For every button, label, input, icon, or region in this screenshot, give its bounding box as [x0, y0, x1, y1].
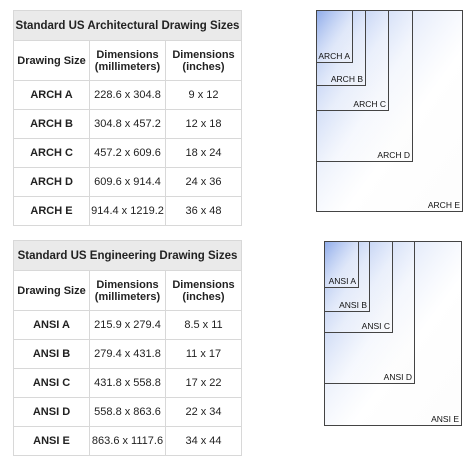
- paper-outline: [316, 10, 353, 63]
- header-row: Drawing Size Dimensions (millimeters) Dime…: [13, 270, 242, 311]
- size-label: ARCH B: [331, 74, 363, 84]
- table: Standard US Architectural Drawing Sizes D…: [13, 10, 242, 226]
- table-cell: 304.8 x 457.2: [89, 109, 166, 139]
- table-row: ARCH C 457.2 x 609.6 18 x 24: [13, 138, 242, 168]
- size-label: ANSI C: [362, 321, 390, 331]
- size-label: ARCH A: [318, 51, 350, 61]
- table-cell: ANSI A: [13, 310, 90, 340]
- table-row: ANSI D 558.8 x 863.6 22 x 34: [13, 397, 242, 427]
- table-cell: 34 x 44: [165, 426, 242, 456]
- table: Standard US Engineering Drawing Sizes Dra…: [13, 240, 242, 456]
- table-row: ARCH A 228.6 x 304.8 9 x 12: [13, 80, 242, 110]
- table-cell: 609.6 x 914.4: [89, 167, 166, 197]
- size-label: ANSI B: [339, 300, 367, 310]
- diagram: ARCH E ARCH D ARCH C ARCH B ARCH A: [316, 10, 463, 212]
- size-label: ANSI D: [384, 372, 412, 382]
- table-cell: 11 x 17: [165, 339, 242, 369]
- table-row: ANSI B 279.4 x 431.8 11 x 17: [13, 339, 242, 369]
- title-row: Standard US Architectural Drawing Sizes: [13, 10, 242, 41]
- header-row: Drawing Size Dimensions (millimeters) Dime…: [13, 40, 242, 81]
- column-header: Dimensions (inches): [165, 270, 242, 311]
- column-header: Dimensions (inches): [165, 40, 242, 81]
- table-cell: ANSI D: [13, 397, 90, 427]
- paper-outline: [324, 241, 359, 288]
- table-cell: 279.4 x 431.8: [89, 339, 166, 369]
- table-cell: 215.9 x 279.4: [89, 310, 166, 340]
- table-cell: ANSI B: [13, 339, 90, 369]
- table-cell: 431.8 x 558.8: [89, 368, 166, 398]
- size-label: ANSI E: [431, 414, 459, 424]
- table-cell: 914.4 x 1219.2: [89, 196, 166, 226]
- table-cell: ANSI E: [13, 426, 90, 456]
- table-cell: 8.5 x 11: [165, 310, 242, 340]
- column-header: Drawing Size: [13, 270, 90, 311]
- table-cell: 558.8 x 863.6: [89, 397, 166, 427]
- table-cell: ARCH D: [13, 167, 90, 197]
- table-row: ARCH E 914.4 x 1219.2 36 x 48: [13, 196, 242, 226]
- table-cell: ANSI C: [13, 368, 90, 398]
- size-label: ARCH D: [377, 150, 410, 160]
- table-cell: 18 x 24: [165, 138, 242, 168]
- title-row: Standard US Engineering Drawing Sizes: [13, 240, 242, 271]
- table-cell: ARCH E: [13, 196, 90, 226]
- table-cell: 863.6 x 1117.6: [89, 426, 166, 456]
- size-label: ARCH C: [353, 99, 386, 109]
- table-title: Standard US Architectural Drawing Sizes: [13, 10, 242, 41]
- column-header: Dimensions (millimeters): [89, 270, 166, 311]
- table-cell: 12 x 18: [165, 109, 242, 139]
- diagram: ANSI E ANSI D ANSI C ANSI B ANSI A: [324, 241, 462, 426]
- table-row: ANSI E 863.6 x 1117.6 34 x 44: [13, 426, 242, 456]
- table-cell: 36 x 48: [165, 196, 242, 226]
- table-title: Standard US Engineering Drawing Sizes: [13, 240, 242, 271]
- size-label: ANSI A: [329, 276, 357, 286]
- table-row: ARCH B 304.8 x 457.2 12 x 18: [13, 109, 242, 139]
- table-row: ANSI A 215.9 x 279.4 8.5 x 11: [13, 310, 242, 340]
- size-label: ARCH E: [428, 200, 460, 210]
- column-header: Dimensions (millimeters): [89, 40, 166, 81]
- table-cell: 17 x 22: [165, 368, 242, 398]
- table-row: ANSI C 431.8 x 558.8 17 x 22: [13, 368, 242, 398]
- table-cell: 457.2 x 609.6: [89, 138, 166, 168]
